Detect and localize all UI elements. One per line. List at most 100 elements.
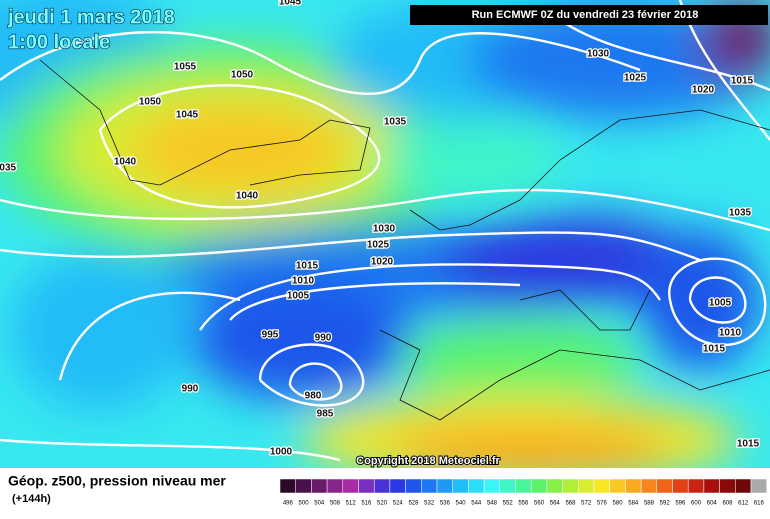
isobar-label: 1015	[737, 439, 760, 450]
scale-swatch	[750, 478, 767, 494]
scale-swatch	[279, 478, 296, 494]
scale-swatch	[342, 478, 359, 494]
scale-swatch	[530, 478, 548, 494]
scale-label: 568	[565, 501, 576, 507]
coastlines	[39, 59, 770, 421]
run-box	[410, 5, 768, 25]
scale-label: 508	[330, 501, 341, 507]
scale-swatch	[562, 478, 579, 494]
scale-label: 560	[534, 501, 545, 507]
run-info: Run ECMWF 0Z du vendredi 23 février 2018	[472, 9, 699, 21]
scale-label: 504	[314, 501, 325, 507]
scale-label: 564	[550, 501, 561, 507]
scale-label: 576	[597, 501, 608, 507]
isobar-label: 1055	[174, 62, 197, 73]
scale-swatch	[593, 478, 610, 494]
isobar-label: 1045	[176, 110, 199, 121]
scale-swatch	[609, 478, 626, 494]
scale-swatch	[735, 478, 752, 494]
isobar-label: 1030	[587, 49, 610, 60]
isobar-label: 990	[182, 384, 199, 395]
scale-label: 516	[361, 501, 372, 507]
scale-label: 552	[503, 501, 514, 507]
scale-swatch	[405, 478, 422, 494]
isobar-label: 1025	[624, 73, 647, 84]
scale-swatch	[499, 478, 516, 494]
scale-label: 572	[581, 501, 592, 507]
scale-swatch	[295, 478, 312, 494]
scale-swatch	[468, 478, 485, 494]
scale-label: 512	[346, 501, 357, 507]
scale-label: 520	[377, 501, 388, 507]
scale-label: 500	[299, 501, 310, 507]
scale-label: 612	[738, 501, 749, 507]
isobar-label: 980	[305, 391, 322, 402]
isobar-label: 1005	[287, 291, 310, 302]
scale-swatch	[640, 478, 658, 494]
isobar-label: 1000	[270, 447, 293, 458]
scale-swatch	[358, 478, 375, 494]
scale-swatch	[326, 478, 344, 494]
scale-label: 592	[660, 501, 671, 507]
scale-swatch	[515, 478, 532, 494]
scale-label: 604	[707, 501, 718, 507]
scale-swatch	[687, 478, 705, 494]
field: 1045 1055 1050 1050 1045 1040 1040 1035 1030 1025…	[0, 0, 770, 468]
isobar-label: 995	[262, 330, 279, 341]
scale-label: 616	[754, 501, 765, 507]
date: jeudi 1 mars 2018	[7, 6, 175, 28]
isobar-label: 990	[315, 333, 332, 344]
scale-swatch	[373, 478, 391, 494]
scale-swatch	[311, 478, 328, 494]
footer-lead: (+144h)	[12, 493, 51, 505]
scale-label: 556	[518, 501, 529, 507]
scale-label: 584	[628, 501, 639, 507]
isobar-label: 1040	[236, 191, 259, 202]
scale-swatch	[625, 478, 642, 494]
isobar-label: 1020	[692, 85, 715, 96]
isobar-label: 1050	[231, 70, 254, 81]
isobar-label: 1050	[139, 97, 162, 108]
isobar-label: 1010	[719, 328, 742, 339]
scale-label: 496	[283, 501, 294, 507]
scale-swatch	[656, 478, 673, 494]
isobar-label: 1015	[731, 76, 754, 87]
scale-label: 580	[613, 501, 624, 507]
isobar-label: 1025	[367, 240, 390, 251]
isobar-label: 1035	[0, 163, 17, 174]
scale-label: 608	[722, 501, 733, 507]
scale-label: 544	[471, 501, 482, 507]
isobar-label: 1040	[114, 157, 137, 168]
local-time: 1:00 locale	[8, 31, 110, 53]
isobar-label: 985	[317, 409, 334, 420]
color-scale: 496 500 504 508 512 516 520 524 528 532 536 540 544 5…	[279, 478, 767, 507]
scale-label: 548	[487, 501, 498, 507]
scale-swatch	[719, 478, 736, 494]
isobar-label: 1020	[371, 257, 394, 268]
isobar-label: 1035	[729, 208, 752, 219]
copyright: Copyright 2018 Meteociel.fr	[356, 455, 500, 467]
scale-swatch	[578, 478, 595, 494]
scale-swatch	[389, 478, 406, 494]
scale-swatch	[546, 478, 563, 494]
scale-swatch	[703, 478, 720, 494]
scale-label: 596	[675, 501, 686, 507]
isobar-label: 1015	[703, 344, 726, 355]
scale-swatch	[421, 478, 438, 494]
scale-label: 588	[644, 501, 655, 507]
scale-label: 536	[440, 501, 451, 507]
scale-label: 532	[424, 501, 435, 507]
isobar-label: 1010	[292, 276, 315, 287]
scale-label: 524	[393, 501, 404, 507]
scale-swatch	[483, 478, 501, 494]
footer-title: Géop. z500, pression niveau mer	[8, 473, 226, 489]
scale-swatch	[436, 478, 453, 494]
isobar-label: 1005	[709, 298, 732, 309]
scale-label: 540	[456, 501, 467, 507]
scale-swatch	[452, 478, 469, 494]
isobar-label: 1045	[279, 0, 302, 8]
scale-label: 528	[408, 501, 419, 507]
isobar-label: 1035	[384, 117, 407, 128]
